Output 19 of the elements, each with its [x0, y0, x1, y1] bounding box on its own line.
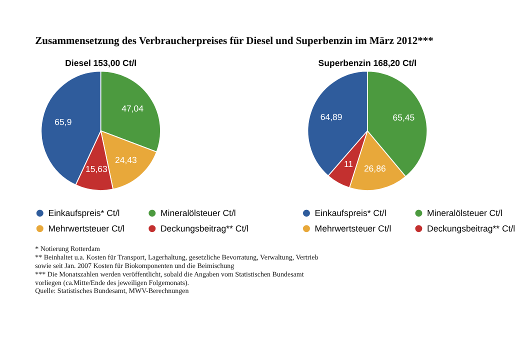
data-label: 65,9 — [54, 117, 72, 128]
legend-label: Mehrwertsteuer Ct/l — [48, 223, 125, 234]
legend-label: Mineralölsteuer Ct/l — [160, 208, 236, 218]
legend-label: Einkaufspreis* Ct/l — [48, 208, 120, 218]
chart-title: Zusammensetzung des Verbraucherpreises für Diesel und Superbenzin im März 2012*** — [35, 36, 434, 48]
data-label: 26,86 — [364, 163, 386, 174]
chart-subtitle: Diesel 153,00 Ct/l — [65, 58, 137, 68]
legend-label: Deckungsbeitrag** Ct/l — [427, 223, 516, 234]
legend-label: Mehrwertsteuer Ct/l — [314, 223, 392, 234]
legend-label: Einkaufspreis* Ct/l — [314, 208, 386, 218]
data-label: 11 — [344, 159, 354, 170]
data-label: 24,43 — [114, 154, 138, 165]
data-label: 65,45 — [392, 112, 415, 122]
data-label: 64,89 — [320, 112, 342, 122]
legend-label: Mineralölsteuer Ct/l — [427, 208, 502, 218]
data-label: 47,04 — [122, 104, 144, 114]
chart-subtitle: Superbenzin 168,20 Ct/l — [318, 58, 417, 68]
data-label: 15,63 — [85, 164, 108, 174]
legend-label: Deckungsbeitrag** Ct/l — [160, 223, 249, 234]
